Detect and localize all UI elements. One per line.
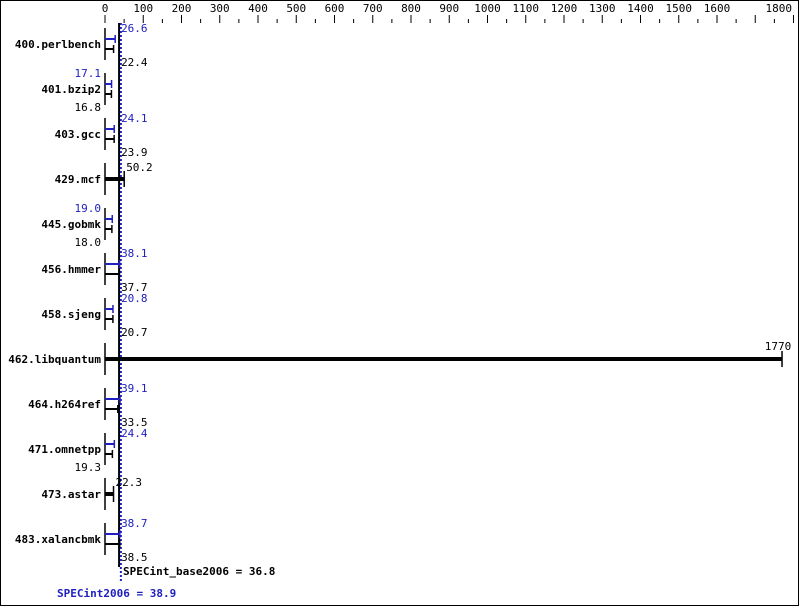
tick-label: 500 [286,2,306,15]
base-value-label: 38.5 [121,551,147,564]
tick-label: 1000 [474,2,501,15]
benchmark-label: 464.h264ref [28,398,101,411]
tick-label: 900 [439,2,459,15]
tick-label: 200 [172,2,192,15]
base-value-label: 22.4 [121,56,148,69]
peak-value-label: 38.1 [121,247,147,260]
base-value-label: 37.7 [121,281,147,294]
benchmark-label: 471.omnetpp [28,443,101,456]
benchmark-label: 483.xalancbmk [15,533,101,546]
base-value-label: 33.5 [121,416,147,429]
tick-label: 1600 [704,2,731,15]
tick-label: 1200 [551,2,578,15]
peak-value-label: 17.1 [75,67,102,80]
peak-value-label: 26.6 [121,22,147,35]
peak-value-label: 38.7 [121,517,147,530]
tick-label: 1800 [766,2,793,15]
peak-value-label: 24.1 [121,112,147,125]
benchmark-label: 445.gobmk [41,218,101,231]
benchmark-label: 401.bzip2 [41,83,101,96]
peak-value-label: 39.1 [121,382,147,395]
tick-label: 600 [325,2,345,15]
tick-label: 1300 [589,2,616,15]
benchmark-label: 403.gcc [55,128,101,141]
benchmark-label: 429.mcf [55,173,101,186]
tick-label: 400 [248,2,268,15]
peak-value-label: 20.8 [121,292,147,305]
base-value-label: 50.2 [126,161,153,174]
base-value-label: 1770 [765,340,792,353]
base-value-label: 20.7 [121,326,147,339]
benchmark-label: 462.libquantum [8,353,101,366]
tick-label: 300 [210,2,230,15]
base-value-label: 16.8 [75,101,102,114]
base-value-label: 22.3 [116,476,143,489]
base-value-label: 23.9 [121,146,147,159]
benchmark-label: 458.sjeng [41,308,101,321]
benchmark-label: 456.hmmer [41,263,101,276]
tick-label: 1500 [666,2,693,15]
peak-value-label: 19.0 [75,202,102,215]
benchmark-label: 473.astar [41,488,101,501]
tick-label: 800 [401,2,421,15]
peak-summary-label: SPECint2006 = 38.9 [57,587,176,600]
peak-value-label: 24.4 [121,427,148,440]
base-summary-label: SPECint_base2006 = 36.8 [123,565,275,578]
tick-label: 1100 [513,2,540,15]
tick-label: 0 [102,2,109,15]
base-value-label: 19.3 [75,461,102,474]
base-value-label: 18.0 [75,236,102,249]
tick-label: 700 [363,2,383,15]
tick-label: 100 [133,2,153,15]
tick-label: 1400 [627,2,654,15]
benchmark-label: 400.perlbench [15,38,101,51]
